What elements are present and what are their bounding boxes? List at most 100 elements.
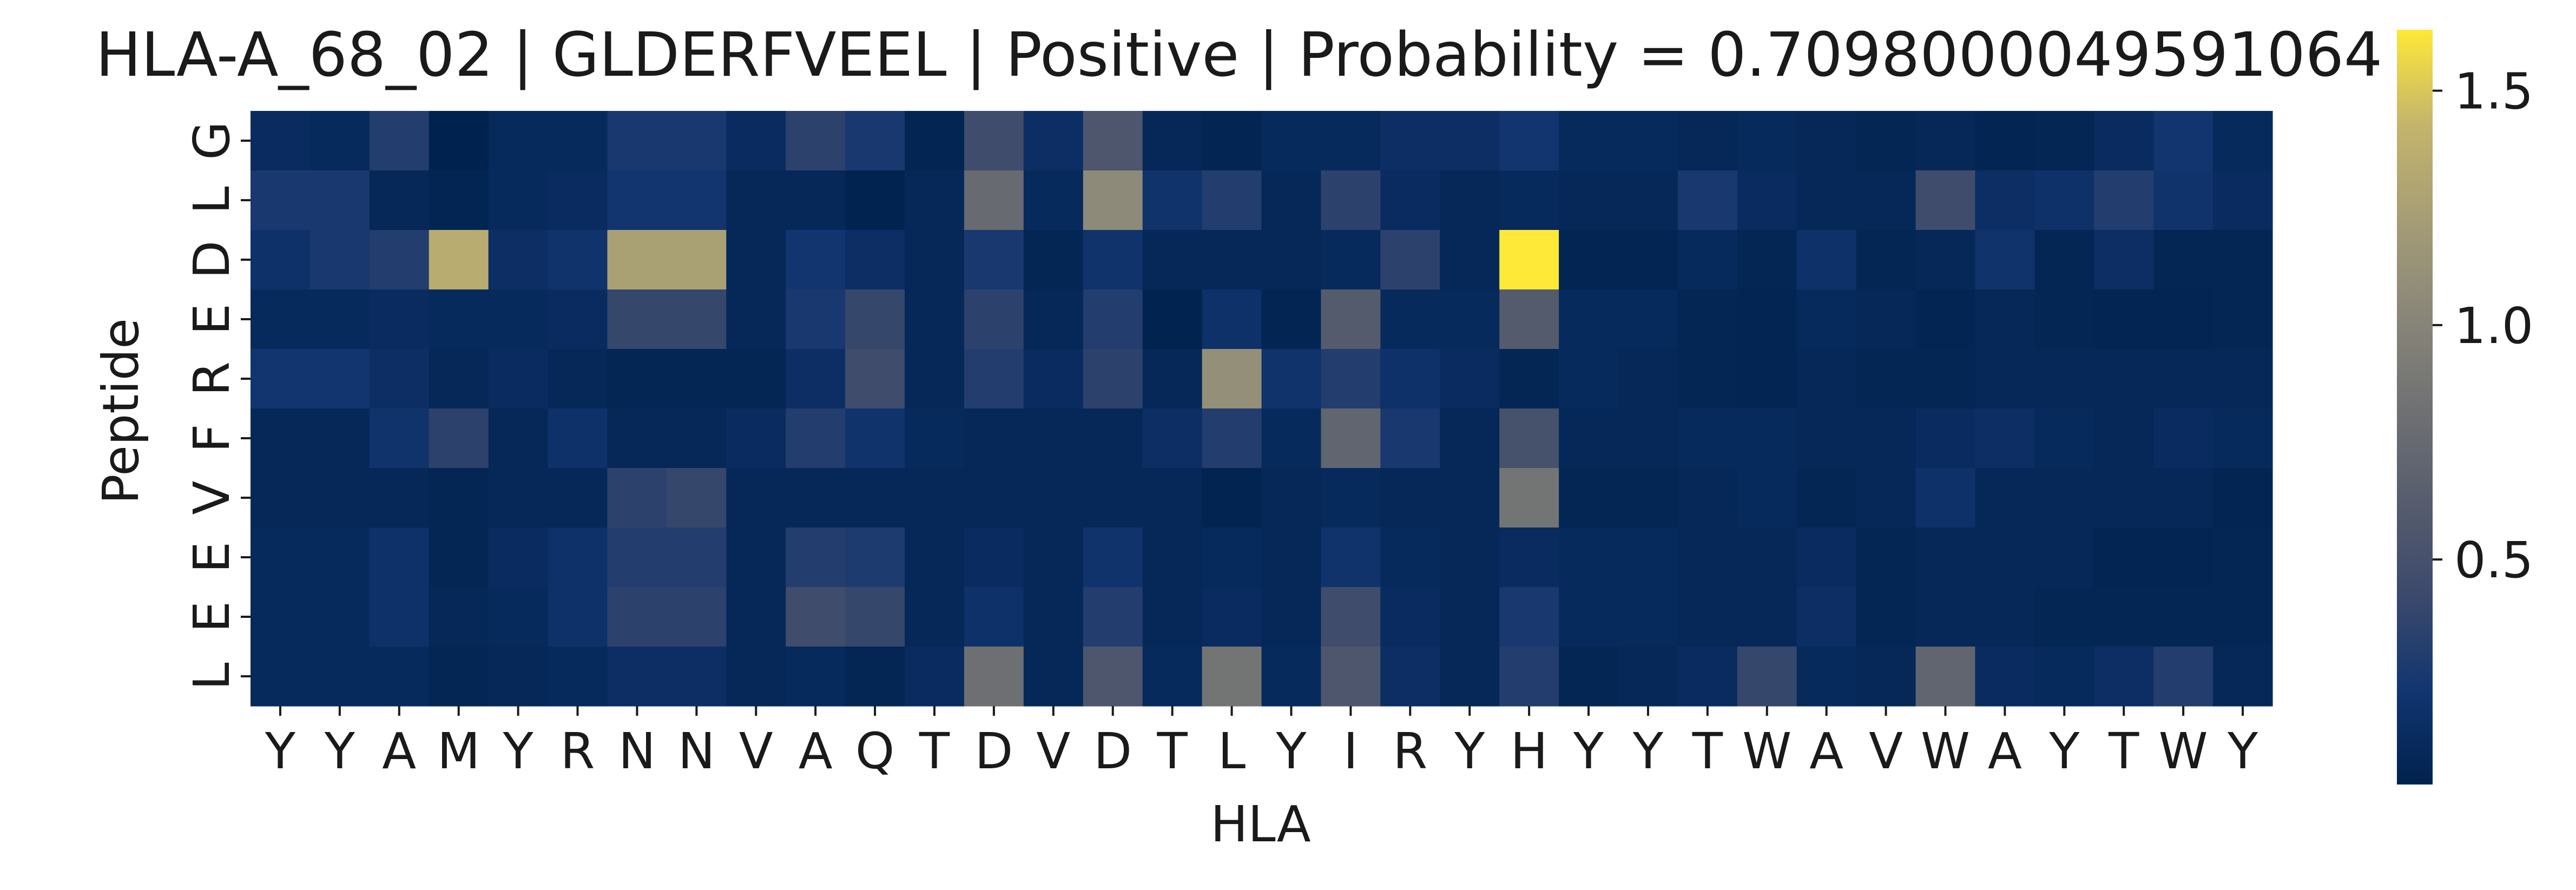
heatmap-cell — [1380, 111, 1440, 171]
heatmap-cell — [1202, 349, 1262, 409]
heatmap-cell — [1975, 349, 2035, 409]
heatmap-cell — [1380, 349, 1440, 409]
heatmap-cell — [1618, 468, 1678, 528]
heatmap-cell — [1618, 587, 1678, 647]
heatmap-cell — [251, 468, 311, 528]
heatmap-cell — [607, 170, 667, 230]
heatmap-cell — [1677, 647, 1738, 707]
x-tick-label: T — [2108, 722, 2139, 780]
heatmap-cell — [309, 111, 370, 171]
heatmap-cell — [607, 230, 667, 290]
heatmap-cell — [1202, 647, 1262, 707]
heatmap-cell — [1796, 170, 1857, 230]
heatmap-cell — [1023, 111, 1084, 171]
heatmap-cell — [1142, 230, 1203, 290]
heatmap-cell — [1142, 528, 1203, 588]
heatmap-cell — [309, 408, 370, 469]
heatmap-cell — [1023, 230, 1084, 290]
heatmap-cell — [964, 468, 1024, 528]
heatmap-cell — [2213, 289, 2273, 350]
x-tick-label: N — [678, 722, 715, 780]
heatmap-cell — [607, 111, 667, 171]
heatmap-cell — [726, 349, 786, 409]
heatmap-cell — [1559, 528, 1619, 588]
x-tick-label: Y — [1632, 722, 1664, 780]
heatmap-cell — [667, 111, 727, 171]
heatmap-cell — [1856, 170, 1916, 230]
heatmap-cell — [1023, 349, 1084, 409]
heatmap-cell — [1440, 170, 1500, 230]
heatmap-cell — [1737, 111, 1797, 171]
heatmap-cell — [548, 468, 608, 528]
heatmap-cell — [2034, 349, 2094, 409]
heatmap-cell — [1380, 468, 1440, 528]
heatmap-cell — [2034, 468, 2094, 528]
heatmap-cell — [1321, 528, 1381, 588]
heatmap-cell — [1380, 408, 1440, 469]
heatmap-cell — [1618, 408, 1678, 469]
x-tick-label: W — [2159, 722, 2208, 780]
heatmap-cell — [1380, 647, 1440, 707]
heatmap-cell — [369, 230, 430, 290]
heatmap-cell — [2153, 111, 2213, 171]
heatmap-cell — [1321, 587, 1381, 647]
heatmap-cell — [845, 170, 905, 230]
heatmap-cell — [1440, 587, 1500, 647]
heatmap-cell — [1796, 528, 1857, 588]
heatmap-cell — [1321, 289, 1381, 350]
heatmap-cell — [1856, 349, 1916, 409]
chart-title: HLA-A_68_02 | GLDERFVEEL | Positive | Pr… — [96, 20, 2383, 90]
heatmap-cell — [2213, 468, 2273, 528]
heatmap-cell — [726, 230, 786, 290]
heatmap-cell — [1499, 289, 1559, 350]
heatmap-cell — [1142, 408, 1203, 469]
heatmap-cell — [1321, 230, 1381, 290]
heatmap-cell — [1618, 289, 1678, 350]
colorbar — [2397, 30, 2433, 784]
x-tick-label: Y — [324, 722, 355, 780]
x-tick-label: Y — [1275, 722, 1307, 780]
heatmap-cell — [1975, 230, 2035, 290]
heatmap-cell — [786, 647, 846, 707]
heatmap-cell — [1737, 587, 1797, 647]
heatmap-cell — [607, 528, 667, 588]
heatmap-cell — [2153, 349, 2213, 409]
heatmap-cell — [1380, 587, 1440, 647]
heatmap-cell — [607, 349, 667, 409]
x-tick-label: Y — [2048, 722, 2080, 780]
heatmap-cell — [1083, 289, 1143, 350]
heatmap-cell — [1915, 587, 1976, 647]
heatmap-cell — [309, 349, 370, 409]
x-tick-label: Y — [265, 722, 296, 780]
y-tick-label: V — [183, 480, 241, 515]
heatmap-cell — [309, 170, 370, 230]
heatmap-cell — [964, 230, 1024, 290]
heatmap-cell — [1202, 587, 1262, 647]
heatmap-cell — [309, 587, 370, 647]
heatmap-cell — [1440, 349, 1500, 409]
x-tick-label: A — [1988, 722, 2022, 780]
heatmap-cell — [1915, 528, 1976, 588]
heatmap-cell — [2094, 230, 2154, 290]
heatmap-cell — [2094, 349, 2154, 409]
heatmap-cell — [1975, 587, 2035, 647]
heatmap-cell — [2094, 408, 2154, 469]
heatmap-cell — [2213, 408, 2273, 469]
heatmap-cell — [1142, 111, 1203, 171]
heatmap-cell — [2153, 528, 2213, 588]
x-tick-label: Y — [503, 722, 534, 780]
heatmap-cell — [1559, 647, 1619, 707]
x-tick-label: T — [1157, 722, 1188, 780]
heatmap-cell — [667, 408, 727, 469]
heatmap-cell — [1915, 408, 1976, 469]
heatmap-cell — [1440, 289, 1500, 350]
heatmap-cell — [845, 528, 905, 588]
heatmap-cell — [1440, 111, 1500, 171]
heatmap-cell — [1499, 528, 1559, 588]
heatmap-cell — [1202, 408, 1262, 469]
heatmap-cell — [905, 468, 965, 528]
x-tick-label: W — [1742, 722, 1791, 780]
heatmap-cell — [845, 349, 905, 409]
heatmap-cell — [309, 468, 370, 528]
